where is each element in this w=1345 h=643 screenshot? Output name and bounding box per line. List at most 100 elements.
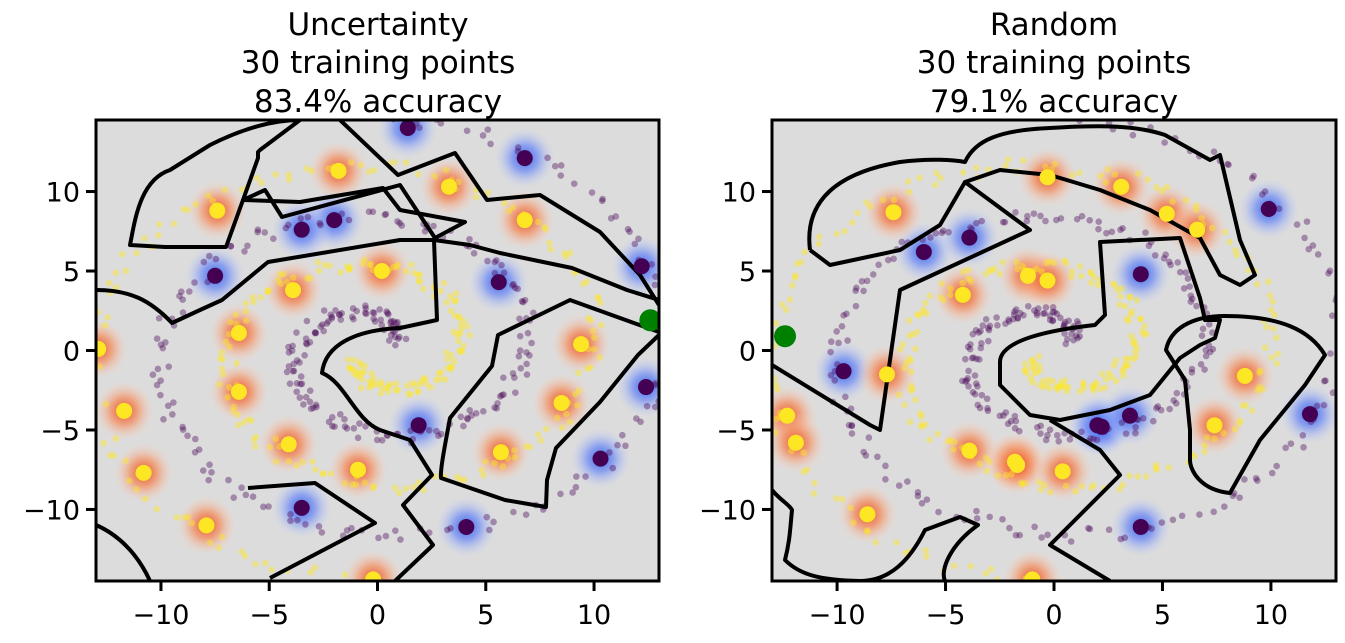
pool-point	[1055, 437, 1063, 445]
pool-point	[447, 307, 455, 315]
pool-point	[570, 180, 578, 187]
pool-point	[414, 170, 422, 178]
pool-point	[848, 219, 856, 226]
pool-point	[235, 421, 242, 429]
pool-point	[969, 388, 977, 396]
training-point-class-1	[573, 336, 590, 353]
pool-point	[382, 532, 390, 540]
pool-point	[159, 344, 167, 352]
pool-point	[860, 287, 867, 295]
pool-point	[165, 363, 173, 371]
y-tick-label: 5	[63, 257, 80, 288]
pool-point	[392, 319, 400, 327]
pool-point	[1051, 308, 1058, 316]
training-point-class-1	[1206, 417, 1223, 434]
pool-point	[294, 516, 301, 524]
pool-point	[988, 267, 995, 275]
pool-point	[425, 529, 433, 537]
y-tick-label: −5	[40, 416, 80, 447]
pool-point	[450, 328, 457, 336]
pool-point	[394, 318, 401, 326]
pool-point	[1078, 428, 1085, 436]
pool-point	[225, 330, 233, 338]
pool-point	[917, 410, 924, 417]
pool-point	[1202, 346, 1210, 354]
pool-point	[416, 271, 424, 278]
pool-point	[1046, 384, 1053, 392]
pool-point	[1020, 311, 1027, 319]
pool-point	[435, 369, 443, 377]
pool-point	[437, 430, 445, 438]
pool-point	[1057, 378, 1065, 386]
pool-point	[354, 434, 362, 442]
pool-point	[1076, 387, 1084, 395]
pool-point	[973, 515, 981, 522]
pool-point	[1328, 312, 1336, 319]
pool-point	[1141, 322, 1148, 330]
pool-point	[285, 171, 293, 179]
pool-point	[1033, 311, 1041, 319]
pool-point	[481, 458, 489, 466]
pool-point	[104, 313, 111, 321]
pool-point	[614, 441, 621, 449]
pool-point	[350, 370, 358, 378]
pool-point	[1116, 301, 1123, 309]
pool-point	[157, 341, 165, 349]
pool-point	[199, 467, 207, 474]
pool-point	[1210, 148, 1218, 155]
pool-point	[112, 269, 120, 277]
pool-point	[1036, 362, 1043, 369]
pool-point	[896, 346, 904, 353]
pool-point	[392, 380, 400, 387]
pool-point	[522, 511, 530, 519]
pool-point	[583, 278, 591, 285]
pool-point	[272, 435, 279, 443]
pool-point	[972, 380, 980, 387]
pool-point	[852, 287, 859, 295]
pool-point	[498, 391, 506, 399]
pool-point	[1104, 166, 1112, 173]
pool-point	[484, 189, 492, 196]
pool-point	[110, 452, 118, 459]
pool-point	[370, 482, 378, 490]
pool-point	[319, 470, 327, 478]
pool-point	[287, 517, 294, 525]
pool-point	[391, 333, 399, 341]
pool-point	[1033, 369, 1041, 376]
pool-point	[464, 414, 471, 422]
pool-point	[1001, 218, 1009, 226]
pool-point	[365, 168, 373, 176]
pool-point	[967, 277, 975, 285]
pool-point	[460, 422, 467, 430]
pool-point	[772, 320, 780, 327]
pool-point	[188, 519, 196, 527]
pool-point	[433, 427, 440, 435]
pool-point	[306, 398, 314, 406]
pool-point	[480, 472, 487, 479]
pool-point	[338, 309, 345, 317]
pool-point	[1045, 376, 1052, 384]
pool-point	[296, 394, 304, 401]
pool-point	[493, 257, 500, 264]
pool-point	[106, 452, 114, 459]
pool-point	[1186, 283, 1193, 290]
pool-point	[1142, 473, 1150, 480]
pool-point	[1014, 314, 1021, 322]
pool-point	[1014, 315, 1022, 322]
y-tick-label: 5	[739, 257, 756, 288]
pool-point	[1198, 214, 1205, 222]
pool-point	[1210, 508, 1218, 516]
pool-point	[1074, 334, 1081, 342]
pool-point	[939, 227, 947, 234]
pool-point	[922, 553, 930, 560]
pool-point	[249, 493, 257, 500]
pool-point	[1087, 435, 1094, 442]
pool-point	[612, 213, 620, 220]
pool-point	[1087, 268, 1094, 276]
pool-point	[585, 314, 592, 322]
training-point-class-0	[293, 499, 310, 516]
pool-point	[184, 432, 191, 440]
pool-point	[978, 340, 985, 347]
pool-point	[421, 374, 428, 382]
pool-point	[923, 496, 931, 503]
